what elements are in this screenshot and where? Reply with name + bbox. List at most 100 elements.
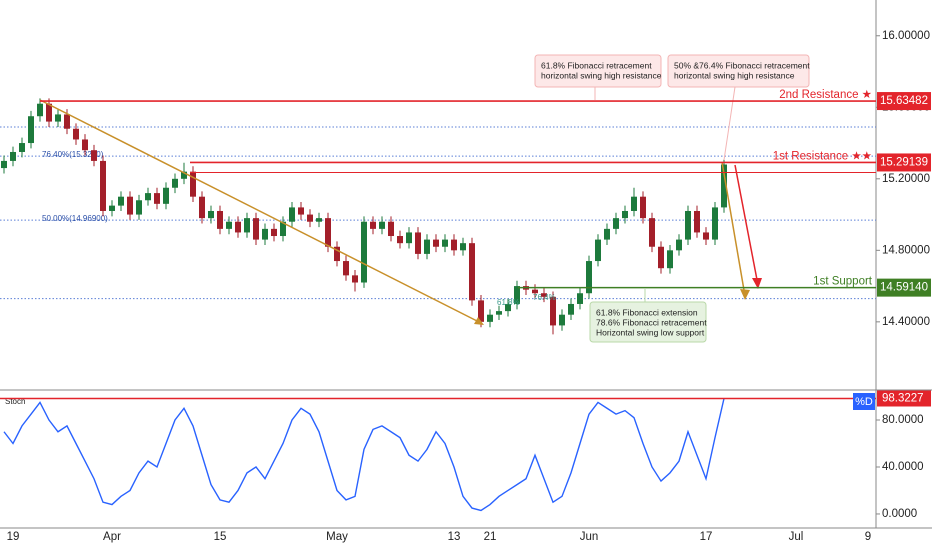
annotation-box (534, 54, 662, 88)
candle-body (550, 296, 556, 326)
candle-body (568, 303, 574, 315)
x-tick-label: 21 (484, 531, 497, 543)
candle-body (145, 193, 151, 201)
candle-body (352, 275, 358, 283)
annotation-text: 61.8% Fibonacci extension (596, 307, 698, 317)
indicator-tag-label: %D (855, 396, 873, 408)
arrow-head (474, 317, 484, 325)
candle-body (100, 160, 106, 211)
candle-body (73, 128, 79, 140)
annotation-text: Horizontal swing low support (596, 327, 705, 337)
trend-arrow (734, 164, 759, 286)
candle-body (91, 150, 97, 161)
candle-body (451, 239, 457, 251)
x-tick-label: 13 (448, 531, 461, 543)
candle-body (631, 196, 637, 211)
indicator-name: Stoch (5, 397, 25, 406)
candle-body (253, 218, 259, 240)
candle-body (1, 160, 7, 169)
candle-body (379, 221, 385, 229)
price-tag (877, 92, 931, 111)
y2-tick-label: 40.0000 (882, 461, 924, 473)
candle-body (370, 221, 376, 229)
price-tag (877, 278, 931, 297)
annotation-text: horizontal swing high resistance (541, 70, 662, 80)
y-tick-label: 14.80000 (882, 244, 930, 256)
candle-body (613, 218, 619, 229)
candle-body (46, 103, 52, 122)
candle-body (622, 210, 628, 219)
candle-body (334, 246, 340, 262)
candle-body (118, 196, 124, 206)
x-tick-label: 9 (865, 531, 871, 543)
candle-body (208, 210, 214, 219)
candle-body (217, 210, 223, 229)
candle-body (271, 228, 277, 237)
indicator-line (3, 398, 725, 512)
candle-body (685, 210, 691, 240)
candle-body (469, 243, 475, 301)
x-tick-label: Jun (580, 531, 599, 543)
candle-body (298, 207, 304, 215)
candle-body (190, 171, 196, 197)
candle-body (55, 114, 61, 122)
fib-label: 50.00%(14.96900) (42, 214, 108, 223)
candle-body (433, 239, 439, 247)
candle-body (343, 261, 349, 276)
y-tick-label: 14.40000 (882, 316, 930, 328)
candle-body (676, 239, 682, 251)
candle-body (604, 228, 610, 240)
last-value-label: 98.3227 (882, 393, 924, 405)
x-tick-label: 17 (700, 531, 713, 543)
candle-body (172, 178, 178, 188)
price-tag-label: 14.59140 (880, 282, 928, 294)
x-tick-label: Apr (103, 531, 121, 543)
annotation-pointer (723, 86, 736, 161)
candle-body (289, 207, 295, 222)
candle-body (163, 187, 169, 204)
y2-tick-label: 0.0000 (882, 508, 917, 520)
candle-body (712, 207, 718, 240)
candle-body (244, 218, 250, 233)
arrow-head (740, 289, 750, 300)
candle-body (235, 221, 241, 233)
level-name: 1st Resistance ★★ (773, 150, 872, 162)
candle-body (10, 151, 16, 161)
candle-body (505, 303, 511, 312)
candle-body (19, 143, 25, 152)
x-tick-label: 15 (214, 531, 227, 543)
candle-body (28, 116, 34, 144)
candle-body (667, 250, 673, 269)
trend-arrow (721, 161, 746, 297)
y2-tick-label: 80.0000 (882, 414, 924, 426)
candle-body (442, 239, 448, 247)
arrow-head (752, 278, 762, 289)
candle-body (64, 114, 70, 129)
candle-body (658, 246, 664, 269)
candle-body (307, 214, 313, 222)
candle-body (226, 221, 232, 229)
annotation-text: 78.6% Fibonacci retracement (596, 317, 707, 327)
candle-body (136, 200, 142, 215)
last-value-tag (877, 390, 931, 407)
candle-body (424, 239, 430, 254)
candle-body (694, 210, 700, 233)
candle-body (181, 171, 187, 179)
annotation-box (589, 301, 707, 343)
candle-body (109, 205, 115, 211)
candle-body (316, 218, 322, 222)
annotation-text: horizontal swing high resistance (674, 70, 795, 80)
candle-body (397, 236, 403, 244)
candle-body (388, 221, 394, 237)
annotation-text: 50% &76.4% Fibonacci retracement (674, 60, 810, 70)
candle-body (703, 232, 709, 240)
candle-body (37, 103, 43, 117)
fib-mark: 76.4% (533, 293, 556, 302)
candle-body (154, 193, 160, 204)
candle-body (487, 314, 493, 322)
candle-body (595, 239, 601, 262)
y-tick-label: 15.20000 (882, 173, 930, 185)
price-tag (877, 153, 931, 172)
